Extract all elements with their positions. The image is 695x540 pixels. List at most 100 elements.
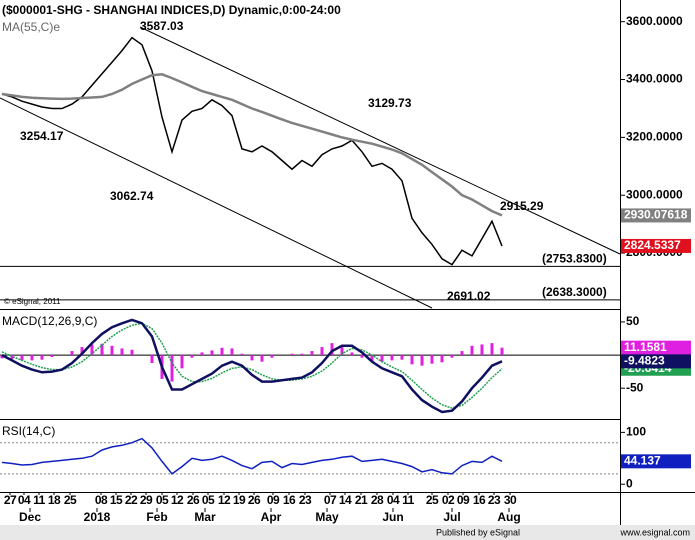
annotation: 3254.17 bbox=[20, 129, 64, 143]
histogram-bar bbox=[500, 347, 504, 356]
histogram-bar bbox=[180, 355, 184, 369]
annotation: 3062.74 bbox=[110, 189, 154, 203]
value-box-label: 2930.07618 bbox=[624, 208, 688, 222]
histogram-bar bbox=[490, 343, 494, 356]
x-tick-label: 27 bbox=[4, 493, 17, 507]
x-tick-label: 23 bbox=[488, 493, 501, 507]
study-label: MA(55,C)e bbox=[2, 20, 60, 34]
channel-line bbox=[139, 26, 621, 255]
value-box bbox=[621, 454, 691, 469]
value-box bbox=[621, 354, 691, 369]
month-label: Apr bbox=[261, 510, 282, 524]
series-line bbox=[1, 437, 503, 475]
histogram-bar bbox=[200, 352, 204, 356]
month-label: Aug bbox=[497, 510, 520, 524]
histogram-bar bbox=[150, 355, 154, 364]
x-tick-label: 26 bbox=[187, 493, 200, 507]
histogram-bar bbox=[430, 355, 434, 364]
x-tick-label: 12 bbox=[171, 493, 184, 507]
series-line bbox=[1, 318, 503, 414]
histogram-bar bbox=[20, 355, 24, 361]
x-tick-label: 07 bbox=[324, 493, 337, 507]
histogram-bar bbox=[320, 347, 324, 356]
histogram-bar bbox=[480, 344, 484, 356]
month-label: Mar bbox=[194, 510, 216, 524]
series-line bbox=[1, 73, 503, 217]
histogram-bar bbox=[370, 355, 374, 362]
value-box bbox=[621, 208, 691, 223]
month-label: Dec bbox=[19, 510, 41, 524]
x-tick-label: 16 bbox=[283, 493, 296, 507]
x-tick-label: 26 bbox=[248, 493, 261, 507]
histogram-bar bbox=[300, 353, 304, 356]
y-tick-label: 100 bbox=[626, 425, 646, 439]
x-tick-label: 11 bbox=[402, 493, 415, 507]
histogram-bar bbox=[40, 355, 44, 360]
histogram-bar bbox=[330, 343, 334, 356]
histogram-bar bbox=[360, 355, 364, 358]
histogram-bar bbox=[460, 351, 464, 356]
histogram-bar bbox=[400, 355, 404, 360]
x-tick-label: 23 bbox=[299, 493, 312, 507]
series-line bbox=[1, 36, 503, 266]
histogram-bar bbox=[340, 347, 344, 356]
histogram-bar bbox=[390, 355, 394, 361]
publisher: Published by eSignal bbox=[436, 527, 520, 537]
histogram-bar bbox=[350, 352, 354, 356]
histogram-bar bbox=[30, 355, 34, 361]
histogram-bar bbox=[250, 355, 254, 361]
level-label: (2638.3000) bbox=[542, 285, 607, 299]
annotation: 2691.02 bbox=[447, 289, 491, 303]
histogram-bar bbox=[450, 355, 454, 358]
histogram-bar bbox=[440, 355, 444, 363]
panel-title: MACD(12,26,9,C) bbox=[2, 314, 97, 328]
x-tick-label: 25 bbox=[426, 493, 439, 507]
x-tick-label: 19 bbox=[233, 493, 246, 507]
x-tick-label: 09 bbox=[267, 493, 280, 507]
x-tick-label: 15 bbox=[110, 493, 123, 507]
site: www.esignal.com bbox=[619, 527, 690, 537]
histogram-bar bbox=[50, 355, 54, 358]
copyright: © eSignal, 2011 bbox=[4, 297, 61, 306]
y-tick-label: 0 bbox=[626, 476, 633, 490]
chart-title: ($000001-SHG - SHANGHAI INDICES,D) Dynam… bbox=[2, 3, 341, 17]
x-tick-label: 21 bbox=[355, 493, 368, 507]
level-label: (2753.8300) bbox=[542, 252, 607, 266]
y-tick-label: -50 bbox=[626, 380, 644, 394]
x-tick-label: 16 bbox=[473, 493, 486, 507]
histogram-bar bbox=[0, 355, 4, 359]
histogram-bar bbox=[130, 349, 134, 356]
x-tick-label: 04 bbox=[18, 493, 31, 507]
histogram-bar bbox=[410, 355, 414, 365]
histogram-bar bbox=[270, 355, 274, 358]
histogram-bar bbox=[420, 355, 424, 366]
histogram-bar bbox=[310, 351, 314, 356]
value-box bbox=[621, 238, 691, 253]
histogram-bar bbox=[110, 345, 114, 356]
annotation: 3587.03 bbox=[140, 19, 184, 33]
x-tick-label: 09 bbox=[457, 493, 470, 507]
x-tick-label: 25 bbox=[64, 493, 77, 507]
value-box-label: -9.4823 bbox=[624, 354, 665, 368]
histogram-bar bbox=[230, 348, 234, 356]
x-tick-label: 04 bbox=[387, 493, 400, 507]
month-label: Feb bbox=[146, 510, 167, 524]
month-label: 2018 bbox=[84, 510, 111, 524]
y-tick-label: 3200.0000 bbox=[626, 130, 683, 144]
y-tick-label: 3400.0000 bbox=[626, 72, 683, 86]
x-tick-label: 12 bbox=[218, 493, 231, 507]
y-tick-label: 50 bbox=[626, 314, 640, 328]
histogram-bar bbox=[260, 355, 264, 362]
x-tick-label: 22 bbox=[125, 493, 138, 507]
y-tick-label: 3000.0000 bbox=[626, 187, 683, 201]
x-tick-label: 02 bbox=[442, 493, 455, 507]
x-tick-label: 18 bbox=[48, 493, 61, 507]
month-label: Jul bbox=[443, 510, 460, 524]
x-tick-label: 28 bbox=[371, 493, 384, 507]
annotation: 3129.73 bbox=[368, 96, 412, 110]
histogram-bar bbox=[120, 348, 124, 356]
x-tick-label: 05 bbox=[202, 493, 215, 507]
histogram-bar bbox=[220, 347, 224, 356]
